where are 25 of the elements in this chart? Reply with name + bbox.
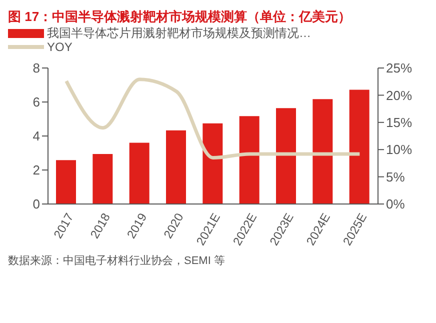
y2-tick-label: 15% (386, 115, 412, 130)
y2-tick-label: 25% (386, 60, 412, 76)
bar (312, 99, 333, 204)
line-series (64, 78, 362, 160)
bar (166, 130, 186, 204)
y2-tick-label: 5% (386, 169, 406, 184)
y-tick-label: 4 (32, 128, 40, 144)
bar (129, 142, 150, 204)
bar (239, 116, 260, 204)
legend-label: 我国半导体芯片用溅射靶材市场规模及预测情况… (47, 26, 311, 40)
bar (92, 154, 113, 204)
y-tick-label: 2 (32, 162, 40, 178)
y2-tick-label: 0% (386, 196, 406, 212)
y2-tick-label: 10% (386, 142, 412, 158)
bar (56, 160, 76, 204)
bar (202, 123, 223, 204)
y2-tick-label: 20% (386, 88, 412, 103)
bar (276, 108, 296, 204)
legend-label: YOY (47, 40, 72, 54)
y-tick-label: 6 (32, 94, 40, 110)
y-tick-label: 0 (32, 196, 40, 212)
y-tick-label: 8 (32, 60, 40, 76)
chart-title: 图 17：中国半导体溅射靶材市场规模测算（单位：亿美元） (8, 8, 352, 26)
bar (349, 90, 370, 204)
source-note: 数据来源：中国电子材料行业协会，SEMI 等 (8, 254, 226, 269)
